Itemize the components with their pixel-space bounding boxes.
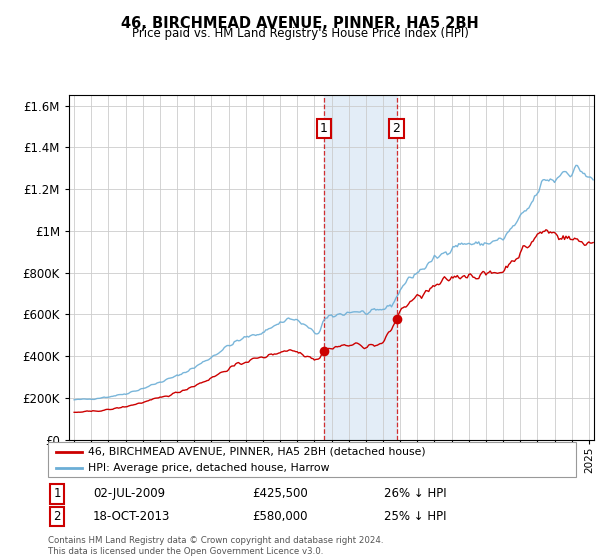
Text: 2: 2 — [53, 510, 61, 523]
Text: 18-OCT-2013: 18-OCT-2013 — [93, 510, 170, 523]
Text: 46, BIRCHMEAD AVENUE, PINNER, HA5 2BH: 46, BIRCHMEAD AVENUE, PINNER, HA5 2BH — [121, 16, 479, 31]
Text: 1: 1 — [320, 122, 328, 135]
Text: 1: 1 — [53, 487, 61, 501]
Text: 02-JUL-2009: 02-JUL-2009 — [93, 487, 165, 501]
Text: 2: 2 — [392, 122, 400, 135]
Text: HPI: Average price, detached house, Harrow: HPI: Average price, detached house, Harr… — [88, 463, 329, 473]
Text: £425,500: £425,500 — [252, 487, 308, 501]
Text: Contains HM Land Registry data © Crown copyright and database right 2024.
This d: Contains HM Land Registry data © Crown c… — [48, 536, 383, 556]
Text: 26% ↓ HPI: 26% ↓ HPI — [384, 487, 446, 501]
Text: 46, BIRCHMEAD AVENUE, PINNER, HA5 2BH (detached house): 46, BIRCHMEAD AVENUE, PINNER, HA5 2BH (d… — [88, 447, 425, 457]
Text: £580,000: £580,000 — [252, 510, 308, 523]
Bar — [323, 95, 397, 440]
Text: Price paid vs. HM Land Registry's House Price Index (HPI): Price paid vs. HM Land Registry's House … — [131, 27, 469, 40]
FancyBboxPatch shape — [48, 442, 576, 477]
Text: 25% ↓ HPI: 25% ↓ HPI — [384, 510, 446, 523]
